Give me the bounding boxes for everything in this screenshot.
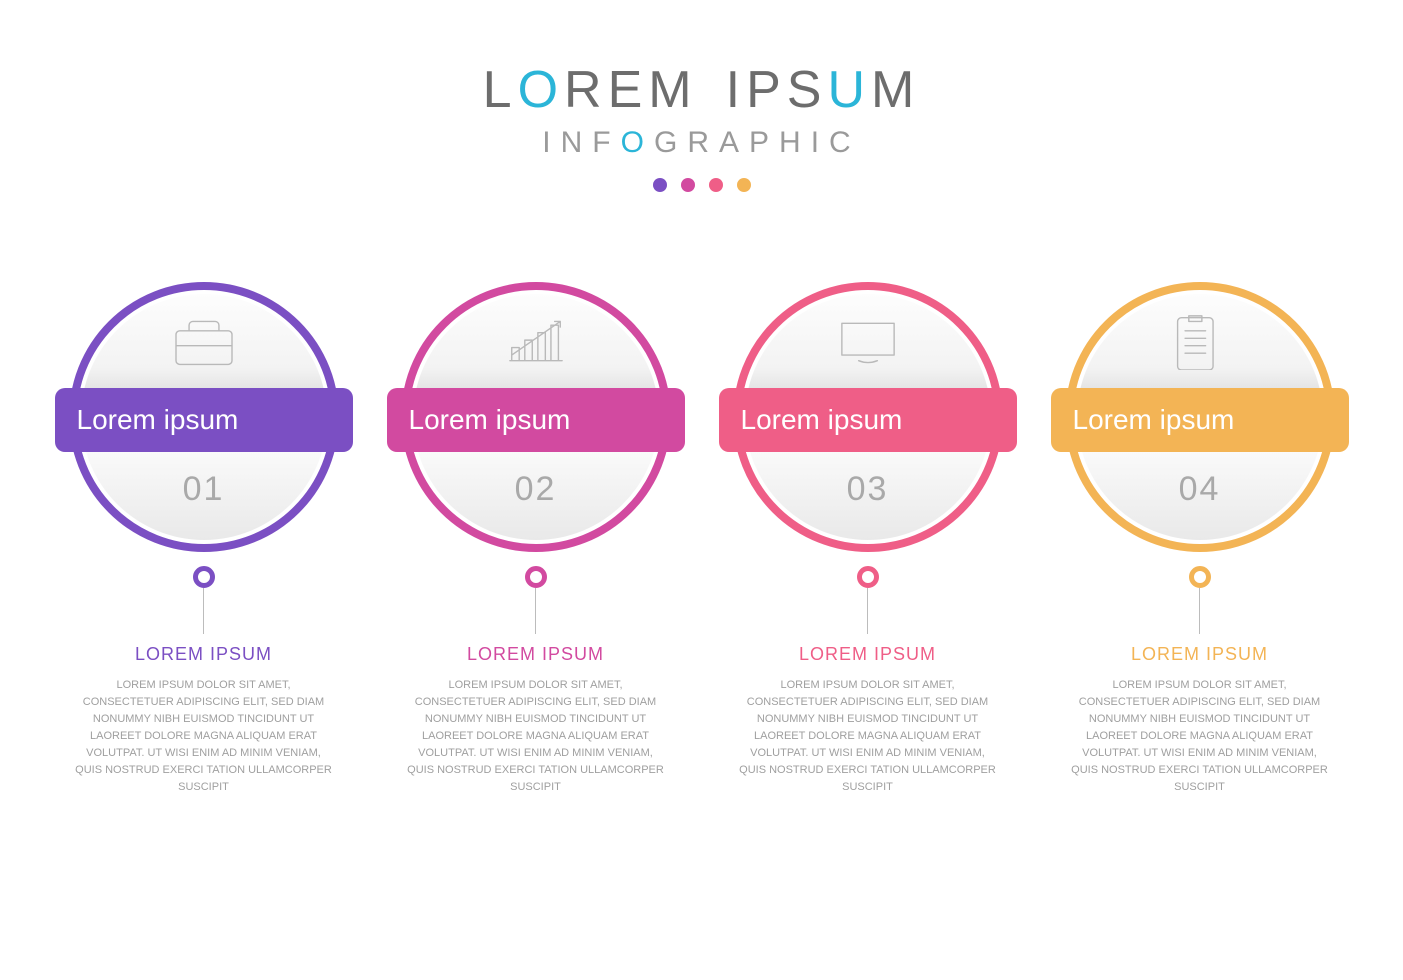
infographic-item: Lorem ipsum 04 LOREM IPSUM LOREM IPSUM D…	[1050, 282, 1350, 796]
connector-ring	[193, 566, 215, 588]
item-number: 03	[847, 470, 889, 509]
legend-dot	[681, 178, 695, 192]
item-subtitle: LOREM IPSUM	[135, 644, 272, 665]
item-body: LOREM IPSUM DOLOR SIT AMET, CONSECTETUER…	[1050, 677, 1350, 796]
monitor-icon	[828, 312, 908, 372]
label-band: Lorem ipsum	[55, 388, 353, 452]
infographic-item: Lorem ipsum 01 LOREM IPSUM LOREM IPSUM D…	[54, 282, 354, 796]
connector	[193, 566, 215, 634]
connector-ring	[525, 566, 547, 588]
circle: Lorem ipsum 04	[1065, 282, 1335, 552]
label-band: Lorem ipsum	[387, 388, 685, 452]
legend-dot	[653, 178, 667, 192]
item-number: 01	[183, 470, 225, 509]
item-subtitle: LOREM IPSUM	[467, 644, 604, 665]
connector-ring	[1189, 566, 1211, 588]
circle: Lorem ipsum 03	[733, 282, 1003, 552]
item-body: LOREM IPSUM DOLOR SIT AMET, CONSECTETUER…	[54, 677, 354, 796]
connector-line	[203, 588, 204, 634]
circle: Lorem ipsum 02	[401, 282, 671, 552]
header: LOREM IPSUM INFOGRAPHIC	[0, 0, 1403, 192]
legend-dot	[709, 178, 723, 192]
item-subtitle: LOREM IPSUM	[1131, 644, 1268, 665]
legend-dots	[0, 178, 1403, 192]
item-subtitle: LOREM IPSUM	[799, 644, 936, 665]
item-number: 02	[515, 470, 557, 509]
infographic-item: Lorem ipsum 03 LOREM IPSUM LOREM IPSUM D…	[718, 282, 1018, 796]
subtitle: INFOGRAPHIC	[0, 126, 1403, 160]
legend-dot	[737, 178, 751, 192]
connector	[857, 566, 879, 634]
item-label: Lorem ipsum	[741, 404, 903, 436]
barchart-icon	[496, 312, 576, 372]
connector	[525, 566, 547, 634]
connector-line	[867, 588, 868, 634]
infographic-item: Lorem ipsum 02 LOREM IPSUM LOREM IPSUM D…	[386, 282, 686, 796]
item-body: LOREM IPSUM DOLOR SIT AMET, CONSECTETUER…	[718, 677, 1018, 796]
item-label: Lorem ipsum	[1073, 404, 1235, 436]
connector-ring	[857, 566, 879, 588]
label-band: Lorem ipsum	[1051, 388, 1349, 452]
connector	[1189, 566, 1211, 634]
briefcase-icon	[164, 312, 244, 372]
item-label: Lorem ipsum	[409, 404, 571, 436]
connector-line	[1199, 588, 1200, 634]
item-number: 04	[1179, 470, 1221, 509]
connector-line	[535, 588, 536, 634]
main-title: LOREM IPSUM	[0, 60, 1403, 120]
clipboard-icon	[1160, 312, 1240, 372]
items-row: Lorem ipsum 01 LOREM IPSUM LOREM IPSUM D…	[0, 282, 1403, 796]
label-band: Lorem ipsum	[719, 388, 1017, 452]
item-label: Lorem ipsum	[77, 404, 239, 436]
circle: Lorem ipsum 01	[69, 282, 339, 552]
item-body: LOREM IPSUM DOLOR SIT AMET, CONSECTETUER…	[386, 677, 686, 796]
title-word-2: IPSUM	[726, 60, 921, 120]
title-word-1: LOREM	[483, 60, 698, 120]
